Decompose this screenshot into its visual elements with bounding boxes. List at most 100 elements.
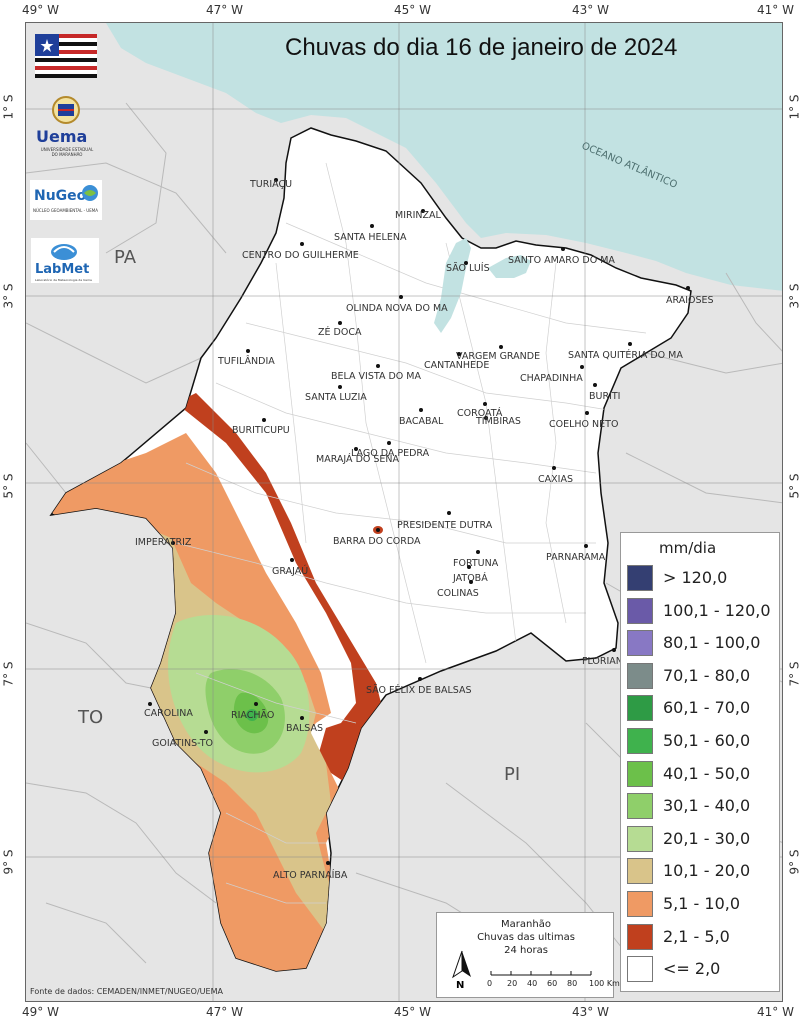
uema-logo: Uema UNIVERSIDADE ESTADUAL DO MARANHÃO xyxy=(34,95,98,161)
city-label: ARAIOSES xyxy=(666,295,714,306)
legend-swatch xyxy=(627,891,653,917)
scale-line-1: Maranhão xyxy=(501,919,551,930)
city-label: MARAJÁ DO SENA xyxy=(316,453,400,465)
legend-item: 2,1 - 5,0 xyxy=(627,923,777,952)
city-marker xyxy=(457,352,461,356)
longitude-label: 45° W xyxy=(394,3,431,17)
city-label: SANTA LUZIA xyxy=(305,392,367,403)
nugeo-logo: NuGeo NÚCLEO GEOAMBIENTAL - UEMA xyxy=(30,180,102,220)
legend-label: 5,1 - 10,0 xyxy=(663,894,741,913)
municipal-boundaries xyxy=(175,162,647,904)
city-label: ZÉ DOCA xyxy=(318,326,362,338)
city-label: FLORIANO-PI xyxy=(582,656,643,667)
longitude-label: 41° W xyxy=(757,3,794,17)
scale-tick-label: 40 xyxy=(527,979,538,988)
city-marker xyxy=(484,416,488,420)
legend-swatch xyxy=(627,728,653,754)
city-marker xyxy=(499,345,503,349)
city-label: SANTA HELENA xyxy=(334,232,407,243)
latitude-label: 7° S xyxy=(787,661,802,687)
city-marker xyxy=(418,677,422,681)
city-marker xyxy=(354,447,358,451)
region-label-pi: PI xyxy=(504,764,520,785)
city-marker xyxy=(419,408,423,412)
legend-swatch xyxy=(627,630,653,657)
scale-line-2: Chuvas das ultimas xyxy=(477,932,575,943)
uema-subtitle: UNIVERSIDADE ESTADUAL DO MARANHÃO xyxy=(40,147,94,157)
legend-item: 40,1 - 50,0 xyxy=(627,760,777,789)
zone-50-60 xyxy=(246,709,258,721)
city-label: SANTO AMARO DO MA xyxy=(508,255,615,266)
legend-item: 5,1 - 10,0 xyxy=(627,891,777,919)
latitude-label: 1° S xyxy=(1,94,16,120)
legend-item: 100,1 - 120,0 xyxy=(627,597,777,626)
map-frame: TURIAÇU MIRINZAL SANTA HELENA CENTRO DO GUI… xyxy=(25,22,783,1002)
city-label: JATOBÁ xyxy=(452,572,488,584)
scale-tick-label: 60 xyxy=(547,979,558,988)
city-label: PARNARAMA xyxy=(546,552,606,563)
city-label: BELA VISTA DO MA xyxy=(331,371,421,382)
uema-wordmark: Uema xyxy=(36,127,88,146)
legend-label: 20,1 - 30,0 xyxy=(663,828,751,848)
city-marker xyxy=(262,418,266,422)
map-title: Chuvas do dia 16 de janeiro de 2024 xyxy=(285,34,678,61)
city-label: TURIAÇU xyxy=(249,179,292,190)
city-label: CAROLINA xyxy=(144,708,193,719)
city-label: CHAPADINHA xyxy=(520,373,583,384)
city-marker xyxy=(464,261,468,265)
city-label: IMPERATRIZ xyxy=(135,537,192,548)
city-marker xyxy=(148,702,152,706)
city-marker xyxy=(612,648,616,652)
labmet-wordmark: LabMet xyxy=(35,262,90,277)
legend-title: mm/dia xyxy=(659,539,717,557)
legend-label: 2,1 - 5,0 xyxy=(663,926,730,946)
latitude-label: 1° S xyxy=(787,94,802,120)
city-label: SÃO FÉLIX DE BALSAS xyxy=(366,684,472,696)
longitude-label: 49° W xyxy=(22,1005,59,1019)
legend-item: 80,1 - 100,0 xyxy=(627,630,777,658)
city-marker xyxy=(447,511,451,515)
scale-tick-label: 0 xyxy=(487,979,493,988)
longitude-label: 47° W xyxy=(206,3,243,17)
city-marker xyxy=(300,242,304,246)
city-marker xyxy=(483,402,487,406)
city-marker xyxy=(585,411,589,415)
legend-label: 50,1 - 60,0 xyxy=(663,731,751,750)
city-label: BALSAS xyxy=(286,723,323,734)
city-marker xyxy=(376,528,380,532)
legend-label: > 120,0 xyxy=(663,568,728,587)
city-label: SÃO LUÍS xyxy=(446,262,490,274)
ocean-area xyxy=(106,23,782,291)
city-label: BACABAL xyxy=(399,416,444,427)
legend-swatch xyxy=(627,825,653,852)
city-label: COLINAS xyxy=(437,588,479,599)
city-label: OLINDA NOVA DO MA xyxy=(346,303,448,314)
scale-line-3: 24 horas xyxy=(504,945,548,956)
longitude-label: 47° W xyxy=(206,1005,243,1019)
city-marker xyxy=(421,209,425,213)
city-label: CANTANHEDE xyxy=(424,360,489,371)
latitude-label: 7° S xyxy=(1,661,16,687)
city-label: SANTA QUITÉRIA DO MA xyxy=(568,349,683,361)
city-label: COELHO NETO xyxy=(549,419,618,430)
legend-item: 60,1 - 70,0 xyxy=(627,695,777,723)
legend-swatch xyxy=(627,597,653,624)
city-markers: TURIAÇU MIRINZAL SANTA HELENA CENTRO DO GUI… xyxy=(135,178,714,881)
latitude-label: 9° S xyxy=(1,849,16,875)
city-marker xyxy=(628,342,632,346)
legend-item: 10,1 - 20,0 xyxy=(627,858,777,886)
city-marker xyxy=(476,550,480,554)
legend-swatch xyxy=(627,760,653,787)
longitude-label: 43° W xyxy=(572,1005,609,1019)
legend: mm/dia > 120,0 100,1 - 120,0 80,1 - 100,0 7… xyxy=(620,532,780,992)
city-marker xyxy=(469,580,473,584)
legend-swatch xyxy=(627,793,653,820)
city-marker xyxy=(370,224,374,228)
legend-label: <= 2,0 xyxy=(663,959,721,979)
city-label: PRESIDENTE DUTRA xyxy=(397,520,493,531)
latitude-label: 9° S xyxy=(787,849,802,875)
city-marker xyxy=(552,466,556,470)
longitude-label: 41° W xyxy=(757,1005,794,1019)
scale-tick-label: 80 xyxy=(567,979,578,988)
latitude-label: 3° S xyxy=(787,283,802,309)
